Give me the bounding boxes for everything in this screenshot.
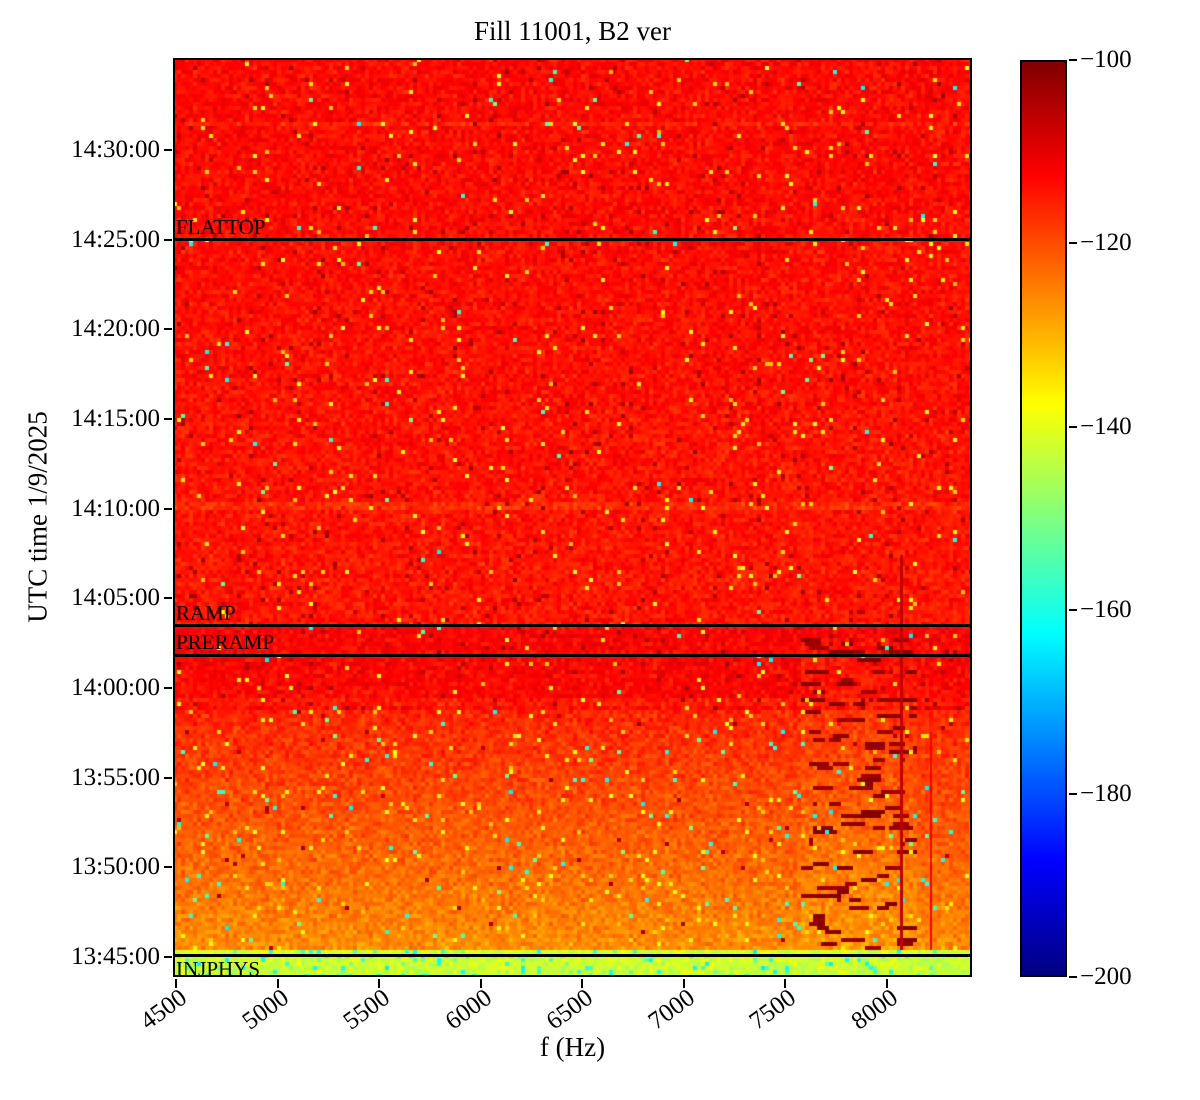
y-tick-mark xyxy=(164,328,172,331)
x-tick-mark xyxy=(885,979,888,988)
event-label-injphys: INJPHYS xyxy=(176,956,261,981)
colorbar-tick-mark xyxy=(1069,609,1077,612)
y-tick-mark xyxy=(164,418,172,420)
colorbar-tick-mark xyxy=(1069,242,1077,245)
y-tick-mark xyxy=(164,597,172,600)
colorbar-tick-label: −100 xyxy=(1080,46,1132,73)
y-tick-mark xyxy=(164,149,172,151)
plot-area: FLATTOP RAMP PRERAMP INJPHYS xyxy=(173,58,972,981)
y-tick-mark xyxy=(164,687,172,690)
y-tick-label: 13:55:00 xyxy=(71,763,160,791)
y-tick-label: 14:25:00 xyxy=(71,225,160,253)
x-tick-mark xyxy=(175,979,177,988)
x-tick-mark xyxy=(581,979,583,988)
y-tick-label: 14:15:00 xyxy=(71,405,160,432)
colorbar-tick-label: −180 xyxy=(1080,779,1132,807)
event-line-injphys xyxy=(173,954,972,958)
x-axis-label: f (Hz) xyxy=(539,1032,606,1062)
colorbar-tick-mark xyxy=(1069,792,1077,795)
colorbar-tick-mark xyxy=(1069,59,1077,61)
colorbar-tick-mark xyxy=(1069,425,1077,428)
y-tick-mark xyxy=(164,238,172,241)
spectrogram-canvas xyxy=(173,58,972,977)
colorbar-tick-label: −160 xyxy=(1080,596,1132,624)
colorbar-tick-label: −120 xyxy=(1080,229,1132,257)
y-tick-label: 14:05:00 xyxy=(71,584,160,612)
x-tick-mark xyxy=(378,979,380,988)
y-tick-label: 14:00:00 xyxy=(71,674,160,702)
colorbar-tick-mark xyxy=(1069,976,1077,978)
y-tick-mark xyxy=(164,776,172,779)
event-label-preramp: PRERAMP xyxy=(176,630,275,655)
y-tick-mark xyxy=(164,956,172,959)
y-tick-mark xyxy=(164,507,172,510)
plot-title: Fill 11001, B2 ver xyxy=(473,16,671,46)
event-label-flattop: FLATTOP xyxy=(176,214,266,239)
event-line-preramp xyxy=(173,653,972,657)
x-tick-mark xyxy=(479,979,482,988)
event-line-ramp xyxy=(173,624,972,628)
colorbar xyxy=(1020,60,1067,977)
y-tick-mark xyxy=(164,866,172,869)
y-tick-label: 13:50:00 xyxy=(71,853,160,881)
x-tick-mark xyxy=(276,979,279,988)
event-label-ramp: RAMP xyxy=(176,600,236,625)
y-tick-label: 14:10:00 xyxy=(71,494,160,522)
y-tick-label: 14:20:00 xyxy=(71,315,160,343)
colorbar-gradient xyxy=(1020,60,1067,977)
y-tick-label: 13:45:00 xyxy=(71,943,160,971)
event-line-flattop xyxy=(173,238,972,242)
colorbar-tick-label: −140 xyxy=(1080,412,1132,440)
y-tick-label: 14:30:00 xyxy=(71,136,160,163)
x-tick-mark xyxy=(784,979,786,988)
colorbar-tick-label: −200 xyxy=(1080,963,1132,990)
x-tick-mark xyxy=(682,979,685,988)
